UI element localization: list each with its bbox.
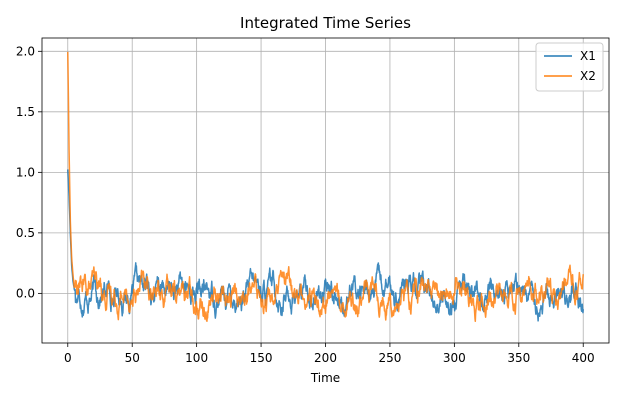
x-tick-label: 100 [185,351,208,365]
chart-title: Integrated Time Series [240,14,411,32]
legend: X1 X2 [535,42,604,92]
x-tick-label: 50 [125,351,140,365]
y-tick-label: 1.0 [16,165,35,179]
x-tick-label: 0 [64,351,72,365]
x-tick-label: 400 [572,351,595,365]
y-tick-label: 0.0 [16,286,35,300]
series-layer [67,51,584,323]
x-tick-label: 200 [314,351,337,365]
x-tick-label: 350 [507,351,530,365]
x-axis-label: Time [310,371,340,385]
x-axis-ticks: 0 50 100 150 200 250 300 350 400 [64,343,595,365]
legend-box [535,42,604,92]
legend-label-x2: X2 [580,69,596,83]
legend-label-x1: X1 [580,49,596,63]
y-tick-label: 0.5 [16,226,35,240]
y-tick-label: 2.0 [16,44,35,58]
x-tick-label: 300 [443,351,466,365]
x-tick-label: 250 [378,351,401,365]
series-line-x2 [67,51,584,323]
grid-lines [42,38,609,343]
y-tick-label: 1.5 [16,105,35,119]
x-tick-label: 150 [250,351,273,365]
y-axis-ticks: 0.0 0.5 1.0 1.5 2.0 [16,44,42,300]
